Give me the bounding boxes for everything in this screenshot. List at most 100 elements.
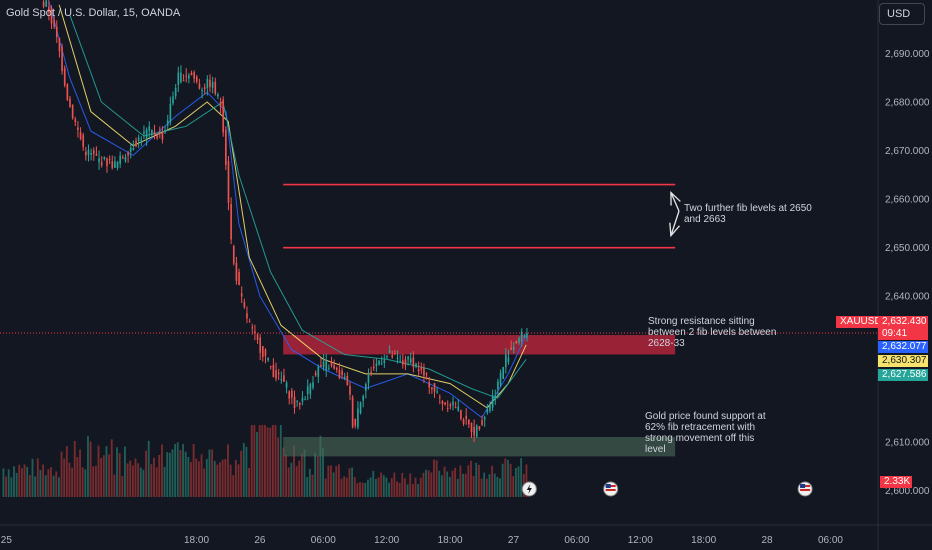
volume-bar [10, 477, 13, 497]
volume-bar [335, 466, 338, 497]
x-tick-label: 06:00 [311, 535, 336, 546]
candle-body [407, 356, 409, 360]
candle-body [111, 161, 114, 169]
candle-body [79, 132, 82, 140]
candle-body [235, 262, 238, 281]
candle-body [354, 418, 357, 426]
candle-body [343, 376, 346, 380]
volume-bar [102, 455, 105, 497]
resistance-zone [283, 335, 676, 355]
candle-body [441, 401, 444, 404]
candle-body [388, 350, 391, 354]
candle-body [301, 397, 304, 402]
candle-body [193, 72, 195, 79]
candle-body [119, 155, 122, 164]
candle-body [309, 383, 312, 395]
candle-body [330, 361, 333, 366]
support-note-line: strong movement off this [645, 433, 755, 444]
volume-bar [261, 425, 264, 497]
volume-bar [443, 466, 446, 497]
volume-bar [240, 450, 243, 497]
candle-body [351, 397, 354, 428]
fib-note[interactable]: Two further fib levels at 2650 and 2663 [684, 203, 812, 225]
candle-body [370, 371, 372, 375]
candle-body [523, 336, 526, 338]
candle-body [106, 158, 108, 167]
candle-body [333, 365, 335, 369]
candle-body [462, 419, 465, 424]
volume-bar [385, 477, 388, 497]
volume-bar [79, 449, 81, 497]
volume-bar [372, 470, 375, 497]
volume-bar [414, 477, 417, 497]
candle-body [470, 422, 473, 433]
fib-levels[interactable] [283, 183, 676, 249]
candle-body [246, 313, 248, 319]
candle-body [296, 400, 298, 402]
candle-body [172, 96, 174, 104]
candle-body [433, 383, 436, 392]
candle-body [375, 363, 378, 366]
x-tick-label: 06:00 [818, 535, 843, 546]
x-tick-label: 18:00 [184, 535, 209, 546]
candle-body [45, 0, 48, 7]
candle-body [298, 403, 301, 406]
volume-bar [459, 465, 462, 497]
candle-body [203, 87, 206, 89]
volume-tag: 2.33K [880, 476, 912, 488]
zones [283, 335, 676, 457]
candle-body [380, 363, 383, 365]
candle-body [518, 338, 520, 343]
candle-body [507, 357, 510, 363]
candle-body [98, 158, 100, 163]
volume-bar [314, 452, 317, 497]
candle-body [180, 72, 182, 83]
volume-bar [2, 468, 5, 497]
fib-note-line: and 2663 [684, 214, 726, 225]
candle-body [48, 6, 50, 13]
volume-bar [427, 470, 430, 497]
volume-bar [97, 445, 100, 497]
candle-body [69, 98, 71, 107]
support-note-line: Gold price found support at [645, 411, 766, 422]
candle-body [145, 129, 148, 139]
candle-body [428, 382, 431, 388]
support-note[interactable]: Gold price found support at 62% fib retr… [645, 411, 766, 455]
volume-bar [493, 473, 496, 497]
resistance-note[interactable]: Strong resistance sitting between 2 fib … [648, 316, 776, 349]
x-tick-label: 12:00 [374, 535, 399, 546]
volume-bar [430, 472, 433, 497]
volume-bar [475, 462, 478, 497]
candle-body [520, 331, 523, 341]
candle-body [314, 372, 317, 376]
volume-bar [467, 465, 470, 497]
x-tick-label: 12:00 [628, 535, 653, 546]
y-tick-label: 2,660.000 [885, 195, 930, 206]
volume-bar [440, 475, 443, 497]
y-tick-label: 2,670.000 [885, 146, 930, 157]
volume-bar [401, 472, 404, 497]
volume-bar [182, 444, 184, 497]
volume-bar [311, 474, 314, 497]
candle-body [248, 321, 251, 323]
volume-bar [227, 444, 229, 497]
us-flag-icon-stripe [605, 489, 616, 491]
volume-bar [28, 475, 31, 497]
symbol-tag: XAUUSD [836, 316, 882, 328]
candle-body [483, 417, 486, 420]
volume-bar [118, 453, 121, 497]
candle-body [499, 372, 502, 385]
volume-bar [121, 476, 124, 497]
candle-body [143, 131, 145, 134]
volume-bar [65, 446, 68, 497]
volume-bar [5, 476, 7, 497]
candle-body [259, 337, 261, 353]
y-tick-label: 2,680.000 [885, 97, 930, 108]
candle-body [240, 293, 243, 297]
candle-body [468, 419, 470, 425]
currency-button[interactable]: USD [879, 3, 925, 25]
volume-bar [13, 466, 15, 497]
candle-body [272, 364, 275, 378]
